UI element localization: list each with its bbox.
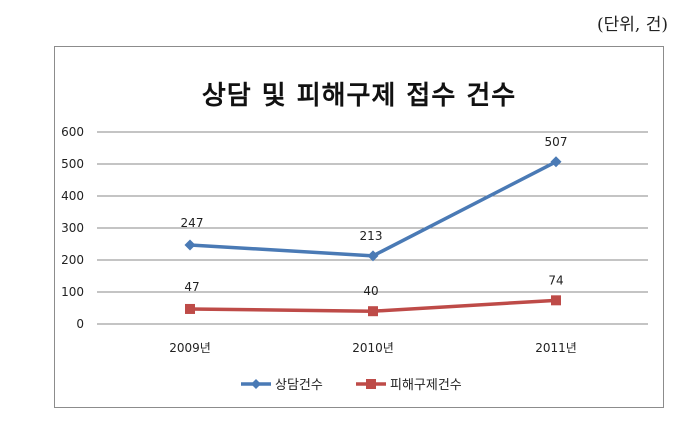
x-tick-label: 2009년 [169,341,211,355]
x-tick-label: 2011년 [535,341,577,355]
y-tick-label: 100 [61,285,84,299]
data-label: 47 [184,280,199,294]
chart-frame: 상담 및 피해구제 접수 건수 [54,46,664,408]
series-marker [184,239,196,251]
data-label: 247 [181,216,204,230]
y-tick-label: 0 [76,317,84,331]
data-label: 74 [548,273,563,287]
legend-label: 상담건수 [275,378,323,393]
data-label: 507 [545,135,568,149]
y-tick-label: 400 [61,189,84,203]
y-tick-label: 200 [61,253,84,267]
data-label: 40 [363,284,378,298]
legend-marker [251,379,261,389]
series-marker [551,295,561,306]
legend-label: 피해구제건수 [390,378,462,393]
y-tick-label: 300 [61,221,84,235]
series-marker [367,250,379,262]
y-tick-label: 500 [61,157,84,171]
series-marker [550,156,562,168]
y-tick-label: 600 [61,125,84,139]
data-label: 213 [360,229,383,243]
x-tick-label: 2010년 [352,341,394,355]
unit-note: (단위, 건) [597,15,668,35]
series-marker [185,303,195,314]
series-marker [368,306,378,317]
chart-title: 상담 및 피해구제 접수 건수 [201,81,517,111]
legend-marker [366,379,376,389]
